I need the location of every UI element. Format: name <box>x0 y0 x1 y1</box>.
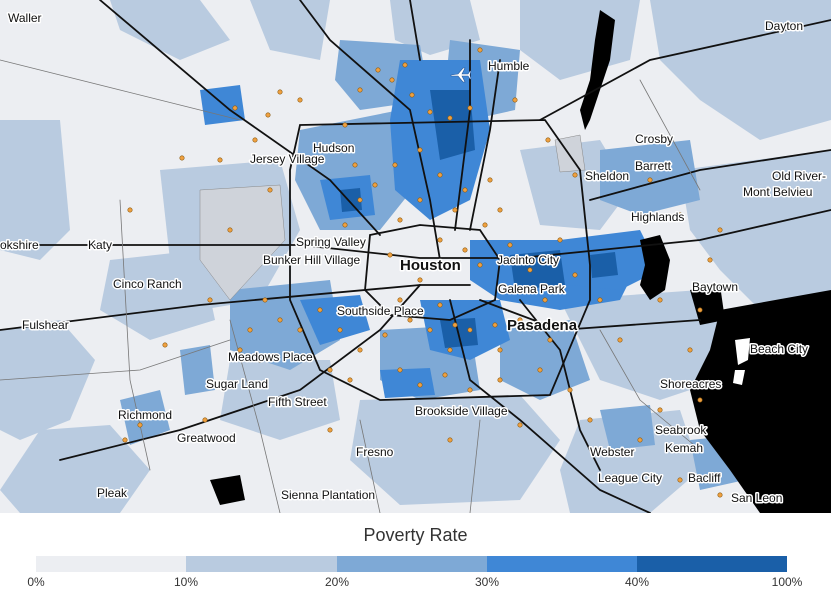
legend-tick-0: 0% <box>27 575 45 589</box>
legend-tick-10: 10% <box>173 575 199 589</box>
place-label-fresno: Fresno <box>356 445 394 459</box>
legend-tick-40: 40% <box>624 575 650 589</box>
place-label-league-city: League City <box>598 471 662 485</box>
poverty-map[interactable]: Waller Dayton Humble Hudson Jersey Villa… <box>0 0 831 513</box>
point-markers <box>122 47 723 498</box>
legend-color-bar <box>36 556 787 572</box>
map-panel[interactable]: Waller Dayton Humble Hudson Jersey Villa… <box>0 0 831 513</box>
place-label-hudson: Hudson <box>313 141 354 155</box>
legend-bin-0-10 <box>36 556 186 572</box>
place-label-bacliff: Bacliff <box>688 471 721 485</box>
place-label-pasadena: Pasadena <box>507 317 578 334</box>
place-label-barrett: Barrett <box>635 159 672 173</box>
road-network <box>0 0 831 513</box>
place-label-highlands: Highlands <box>631 210 684 224</box>
place-label-seabrook: Seabrook <box>655 423 707 437</box>
place-label-sugar-land: Sugar Land <box>206 377 268 391</box>
legend-bin-30-40 <box>487 556 637 572</box>
place-label-jersey-village: Jersey Village <box>250 152 325 166</box>
place-label-jacinto-city: Jacinto City <box>497 253 559 267</box>
legend-title: Poverty Rate <box>363 525 468 545</box>
legend-bin-20-30 <box>337 556 487 572</box>
place-label-brookshire: okshire <box>0 238 39 252</box>
place-label-fulshear: Fulshear <box>22 318 69 332</box>
place-label-mont-belvieu: Mont Belvieu <box>743 185 812 199</box>
place-label-san-leon: San Leon <box>731 491 782 505</box>
legend-bin-40-100 <box>637 556 787 572</box>
place-label-meadows-place: Meadows Place <box>228 350 313 364</box>
legend-tick-30: 30% <box>474 575 500 589</box>
place-label-webster: Webster <box>590 445 634 459</box>
place-label-humble: Humble <box>488 59 530 73</box>
legend-tick-20: 20% <box>324 575 350 589</box>
water-layer <box>210 10 831 513</box>
place-label-galena-park: Galena Park <box>498 282 566 296</box>
place-label-richmond: Richmond <box>118 408 172 422</box>
choropleth-layer <box>0 0 831 513</box>
legend-tick-100: 100% <box>771 575 803 589</box>
legend: Poverty Rate 0% 10% 20% 30% 40% 100% <box>0 513 831 604</box>
place-label-bunker-hill-village: Bunker Hill Village <box>263 253 360 267</box>
place-label-dayton: Dayton <box>765 19 803 33</box>
place-label-spring-valley: Spring Valley <box>296 235 366 249</box>
place-label-waller: Waller <box>8 11 42 25</box>
place-label-baytown: Baytown <box>692 280 738 294</box>
place-label-pleak: Pleak <box>97 486 128 500</box>
airport-icon <box>450 67 472 83</box>
place-label-crosby: Crosby <box>635 132 673 146</box>
place-label-houston: Houston <box>400 257 461 274</box>
place-label-sienna-plantation: Sienna Plantation <box>281 488 375 502</box>
place-labels: Waller Dayton Humble Hudson Jersey Villa… <box>0 10 828 507</box>
legend-bin-10-20 <box>186 556 337 572</box>
place-label-southside-place: Southside Place <box>337 304 424 318</box>
place-label-shoreacres: Shoreacres <box>660 377 721 391</box>
place-label-fifth-street: Fifth Street <box>268 395 327 409</box>
place-label-brookside-village: Brookside Village <box>415 404 508 418</box>
place-label-sheldon: Sheldon <box>585 169 629 183</box>
place-label-katy: Katy <box>88 238 112 252</box>
place-label-greatwood: Greatwood <box>177 431 236 445</box>
place-label-kemah: Kemah <box>665 441 703 455</box>
place-label-beach-city: Beach City <box>750 342 808 356</box>
place-label-cinco-ranch: Cinco Ranch <box>113 277 182 291</box>
place-label-old-river: Old River- <box>772 169 826 183</box>
